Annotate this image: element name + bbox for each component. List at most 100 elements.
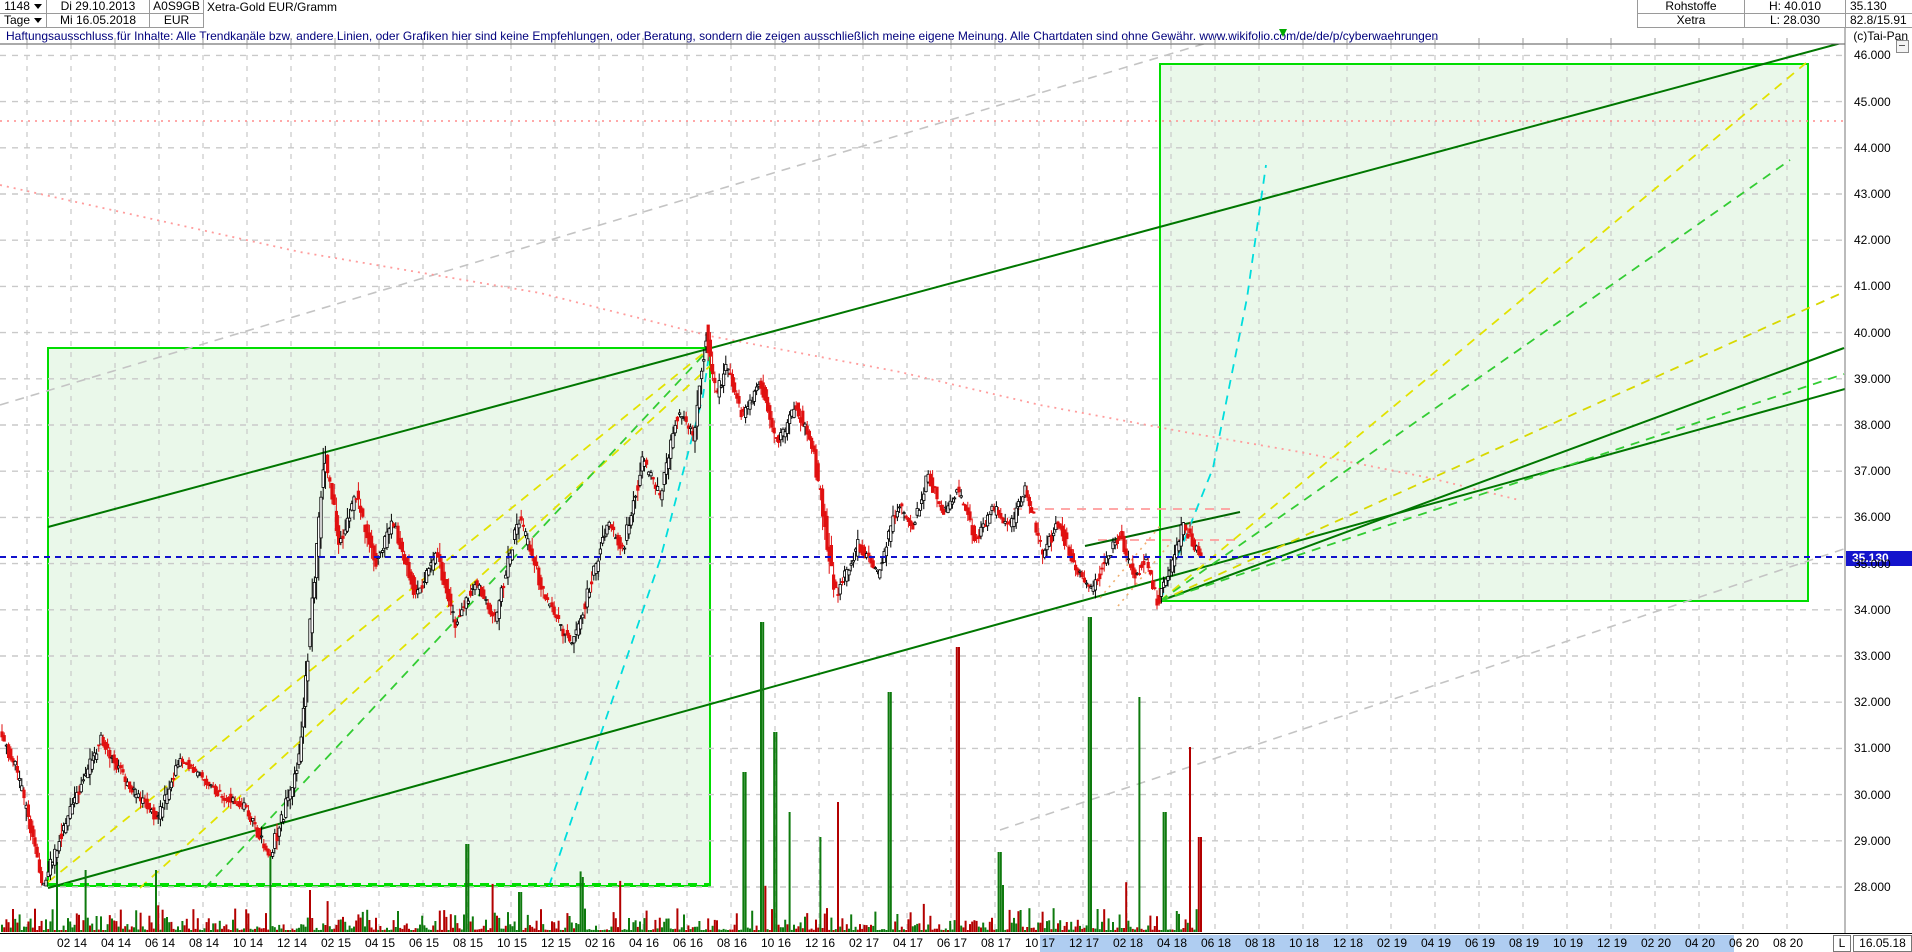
x-axis-tick: 04 19 xyxy=(1421,936,1452,950)
orange-dot-1 xyxy=(1099,525,1161,599)
candlestick-series xyxy=(0,324,1203,887)
y-axis-tick: 32.000 xyxy=(1854,695,1891,710)
x-axis-tick: 04 15 xyxy=(365,936,396,950)
y-axis-tick: 40.000 xyxy=(1854,325,1891,340)
last-date-box: 16.05.18 xyxy=(1853,935,1912,952)
timeframe-value: Tage xyxy=(3,13,31,27)
timeframe-dropdown[interactable]: Tage xyxy=(0,14,47,28)
x-axis-tick: 08 16 xyxy=(717,936,748,950)
chart-header: 1148 Di 29.10.2013 A0S9GB Xetra-Gold EUR… xyxy=(0,0,1912,29)
x-axis-tick: 06 16 xyxy=(673,936,704,950)
y-axis-tick: 43.000 xyxy=(1854,187,1891,201)
yellow-fan-1 xyxy=(47,347,711,883)
date-axis[interactable]: L 16.05.18 02 14 04 14 06 14 08 14 10 14 12 1… xyxy=(0,933,1912,952)
minimize-icon[interactable] xyxy=(1896,40,1909,53)
y-axis-tick: 44.000 xyxy=(1854,140,1891,155)
x-axis-tick: 04 18 xyxy=(1157,936,1188,950)
upper-channel xyxy=(47,44,1842,528)
x-axis-tick: 06 17 xyxy=(937,936,968,950)
disclaimer-text: Haftungsausschluss für Inhalte: Alle Tre… xyxy=(6,29,1439,43)
last-price-tag: 35.130 xyxy=(1846,550,1912,566)
pivot-green-1 xyxy=(1159,159,1791,602)
period-high: H: 40.010 xyxy=(1744,0,1845,14)
y-axis-tick: 36.000 xyxy=(1854,510,1891,525)
y-axis-tick: 35.000 xyxy=(1854,556,1891,571)
y-axis-tick: 42.000 xyxy=(1854,233,1891,248)
instrument-title: Xetra-Gold EUR/Gramm xyxy=(207,0,338,14)
y-axis-tick: 31.000 xyxy=(1854,741,1891,756)
x-axis-tick: 06 15 xyxy=(409,936,440,950)
y-axis-tick: 39.000 xyxy=(1854,371,1891,386)
pivot-ray xyxy=(1159,347,1845,602)
orange-dot-2 xyxy=(1117,540,1173,607)
x-axis-tick: 04 20 xyxy=(1685,936,1716,950)
y-axis-tick: 30.000 xyxy=(1854,787,1891,802)
period-low: L: 28.030 xyxy=(1744,14,1845,28)
x-axis-tick: 06 20 xyxy=(1729,936,1760,950)
y-axis-tick: 46.000 xyxy=(1854,48,1891,63)
x-axis-tick: 12 14 xyxy=(277,936,308,950)
y-axis-tick: 41.000 xyxy=(1854,279,1891,294)
y-axis-tick: 28.000 xyxy=(1854,880,1891,894)
x-axis-tick: 02 17 xyxy=(849,936,880,950)
taipan-credit: (c)Tai-Pan xyxy=(1853,29,1908,43)
chevron-down-icon xyxy=(34,18,43,23)
x-axis-tick: 08 17 xyxy=(981,936,1012,950)
mini-channel-top xyxy=(1084,511,1241,547)
x-axis-tick: 04 16 xyxy=(629,936,660,950)
wkn-cell: A0S9GB xyxy=(150,0,204,14)
x-axis-tick: 10 15 xyxy=(497,936,528,950)
exchange-label: Xetra xyxy=(1637,14,1744,28)
x-axis-tick: 04 17 xyxy=(893,936,924,950)
volume-bars xyxy=(1,617,1202,932)
x-axis-tick: 02 20 xyxy=(1641,936,1672,950)
pivot-yellow-1 xyxy=(1159,62,1807,602)
x-axis-tick: 12 17 xyxy=(1069,936,1100,950)
pivot-yellow-2 xyxy=(1159,291,1845,602)
y-axis-tick: 37.000 xyxy=(1854,464,1891,479)
x-axis-tick: 12 18 xyxy=(1333,936,1364,950)
x-axis-tick: 12 15 xyxy=(541,936,572,950)
x-axis-tick: 08 19 xyxy=(1509,936,1540,950)
x-axis-tick: 08 14 xyxy=(189,936,220,950)
y-axis-tick: 34.000 xyxy=(1854,602,1891,617)
x-axis-tick: 08 20 xyxy=(1773,936,1804,950)
last-date-cell: Mi 16.05.2018 xyxy=(47,14,150,28)
y-axis-tick: 38.000 xyxy=(1854,418,1891,432)
x-axis-tick: 06 19 xyxy=(1465,936,1496,950)
x-axis-tick: 06 18 xyxy=(1201,936,1232,950)
x-axis-tick: 04 14 xyxy=(101,936,132,950)
x-axis-tick: 10 18 xyxy=(1289,936,1320,950)
x-axis-tick: 02 19 xyxy=(1377,936,1408,950)
x-axis-tick: 02 18 xyxy=(1113,936,1144,950)
price-axis[interactable]: 35.130 46.000 45.000 44.000 43.000 42.000 41.… xyxy=(1846,0,1912,930)
first-date-cell: Di 29.10.2013 xyxy=(47,0,150,14)
chevron-down-icon xyxy=(33,4,42,9)
x-axis-tick: 12 19 xyxy=(1597,936,1628,950)
x-axis-tick: 08 18 xyxy=(1245,936,1276,950)
x-axis-tick: 10 16 xyxy=(761,936,792,950)
bars-count-value: 1148 xyxy=(4,0,30,13)
performance-value: 82.8/15.91 xyxy=(1845,14,1912,28)
green-fan-1 xyxy=(204,347,711,889)
y-axis-tick: 29.000 xyxy=(1854,833,1891,848)
y-axis-tick: 33.000 xyxy=(1854,649,1891,663)
x-axis-tick: 02 16 xyxy=(585,936,616,950)
x-axis-tick: 10 14 xyxy=(233,936,264,950)
currency-cell: EUR xyxy=(150,14,204,28)
event-marker xyxy=(1279,29,1287,37)
quote-info-panel: Rohstoffe Xetra H: 40.010 L: 28.030 35.1… xyxy=(1637,0,1912,28)
pivot-green-2 xyxy=(1159,373,1845,602)
x-axis-tick: 10 19 xyxy=(1553,936,1584,950)
last-price-value: 35.130 xyxy=(1845,0,1912,14)
pink-resistance-arc xyxy=(0,184,1520,501)
trend-box-future xyxy=(1159,63,1809,602)
y-axis-tick: 45.000 xyxy=(1854,94,1891,109)
x-axis-tick: 02 15 xyxy=(321,936,352,950)
last-marker-box: L xyxy=(1833,935,1851,952)
bars-count-dropdown[interactable]: 1148 xyxy=(0,0,47,14)
x-axis-tick: 10 17 xyxy=(1025,936,1056,950)
exchange-group-label: Rohstoffe xyxy=(1637,0,1744,14)
